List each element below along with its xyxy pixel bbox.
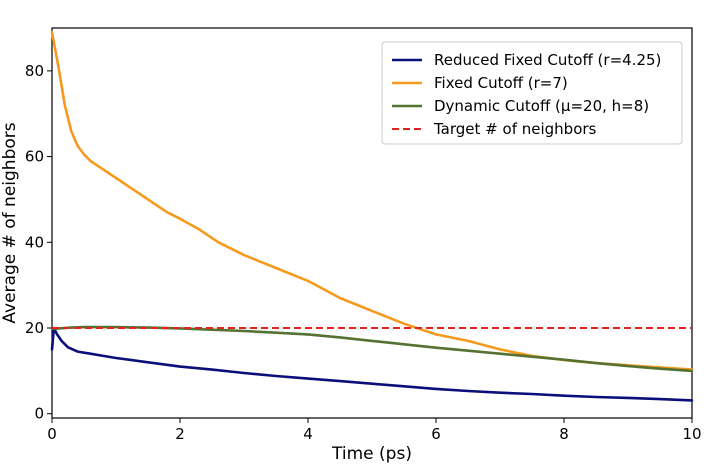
x-tick-label: 6 <box>431 425 441 443</box>
legend-label: Target # of neighbors <box>433 120 597 138</box>
series-line <box>50 326 694 402</box>
legend-label: Reduced Fixed Cutoff (r=4.25) <box>434 51 661 69</box>
legend: Reduced Fixed Cutoff (r=4.25) Fixed Cutof… <box>381 41 683 145</box>
y-tick-label: 20 <box>25 319 44 337</box>
series-layer <box>50 30 694 402</box>
legend-box <box>381 41 683 145</box>
y-tick-label: 40 <box>25 233 44 251</box>
x-tick-label: 4 <box>303 425 313 443</box>
x-tick-label: 10 <box>682 425 701 443</box>
y-tick-label: 80 <box>25 62 44 80</box>
x-axis-label: Time (ps) <box>331 444 412 464</box>
y-axis-label: Average # of neighbors <box>0 122 20 323</box>
series-line <box>50 325 694 373</box>
y-tick-label: 60 <box>25 148 44 166</box>
x-tick-label: 2 <box>175 425 185 443</box>
x-tick-label: 0 <box>47 425 57 443</box>
legend-label: Fixed Cutoff (r=7) <box>434 74 568 92</box>
axis-ticks: 0 2 4 6 8 10 0 20 40 60 80 <box>25 62 702 443</box>
x-tick-label: 8 <box>559 425 569 443</box>
y-tick-label: 0 <box>34 405 44 423</box>
legend-label: Dynamic Cutoff (μ=20, h=8) <box>434 97 649 115</box>
